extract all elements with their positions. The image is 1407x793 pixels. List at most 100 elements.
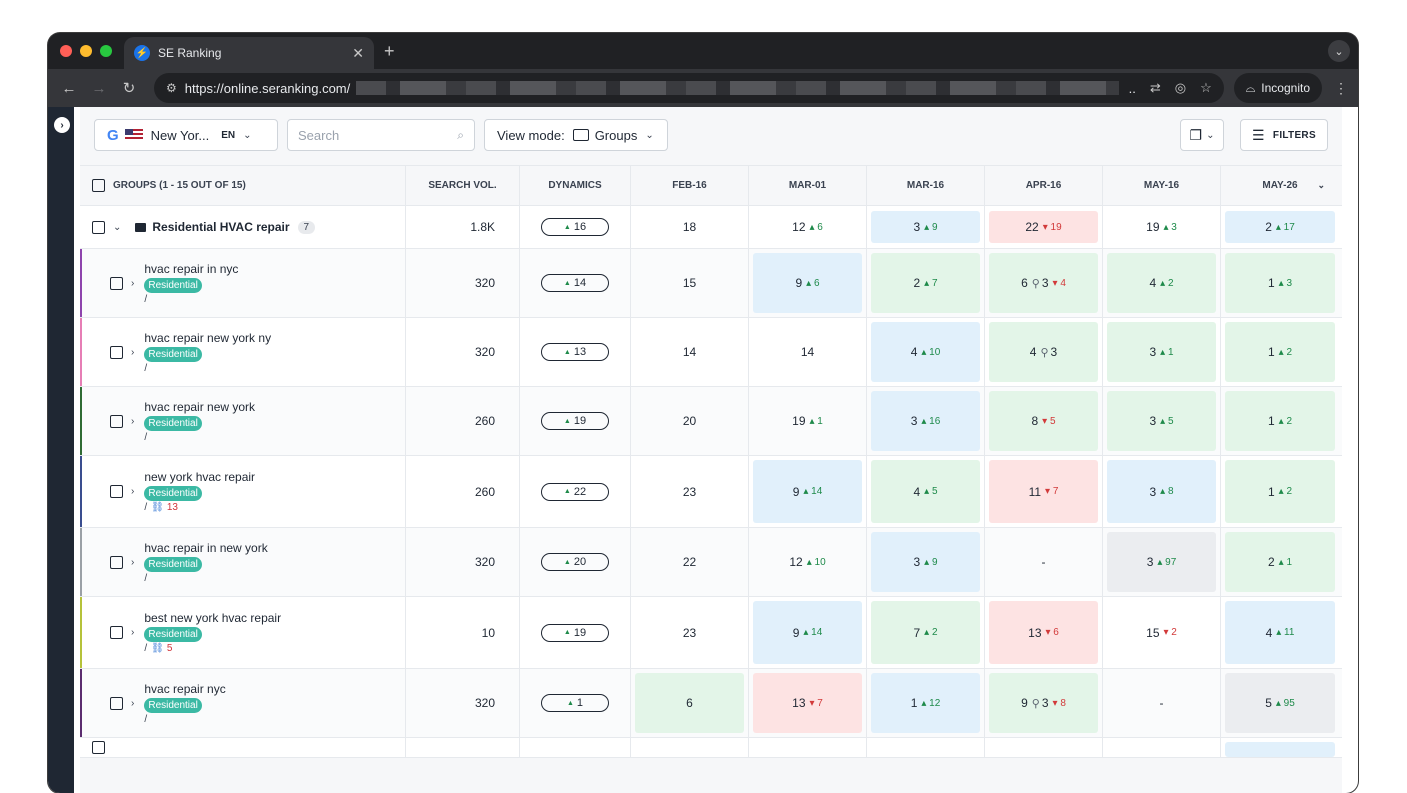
header-date[interactable]: MAR-16: [867, 166, 985, 205]
header-search-volume[interactable]: SEARCH VOL.: [406, 166, 520, 205]
table-row[interactable]: › hvac repair in nyc Residential/320 ▲ 14 15 9…: [80, 249, 1342, 318]
tag-badge[interactable]: Residential: [144, 627, 202, 642]
keyword-name[interactable]: new york hvac repair: [144, 470, 256, 484]
keyword-name[interactable]: hvac repair in new york: [144, 540, 268, 555]
keyword-name[interactable]: hvac repair new york: [144, 399, 256, 414]
dynamics-pill[interactable]: ▲ 19: [541, 412, 609, 430]
position-cell[interactable]: 22: [631, 528, 749, 596]
dynamics-pill[interactable]: ▲ 20: [541, 553, 609, 571]
dynamics-pill[interactable]: ▲ 1: [541, 694, 609, 712]
translate-icon[interactable]: ⇄: [1149, 80, 1161, 95]
position-cell[interactable]: 2 ▴ 1: [1221, 528, 1339, 596]
position-cell[interactable]: 9 ⚲ 3 ▾ 8: [985, 669, 1103, 737]
dynamics-pill[interactable]: ▲ 14: [541, 274, 609, 292]
site-settings-icon[interactable]: ⚙: [166, 81, 177, 95]
position-cell[interactable]: 14: [631, 318, 749, 386]
search-input[interactable]: Search ⌕: [287, 119, 475, 151]
forward-icon[interactable]: →: [91, 79, 107, 97]
keyword-name[interactable]: hvac repair nyc: [144, 681, 226, 696]
collapse-chevron-icon[interactable]: ⌄: [113, 221, 122, 233]
row-checkbox[interactable]: [110, 626, 123, 639]
position-cell[interactable]: 3 ▴ 97: [1103, 528, 1221, 596]
expand-chevron-icon[interactable]: ›: [131, 415, 135, 427]
chevron-down-icon[interactable]: ⌄: [1317, 180, 1325, 190]
filters-button[interactable]: ☰ FILTERS: [1240, 119, 1328, 151]
position-cell[interactable]: 3 ▴ 5: [1103, 387, 1221, 455]
position-cell[interactable]: 23: [631, 456, 749, 527]
tab-search-icon[interactable]: ⌄: [1328, 40, 1350, 62]
position-cell[interactable]: 4 ▴ 10: [867, 318, 985, 386]
dynamics-pill[interactable]: ▲ 19: [541, 623, 609, 642]
position-cell[interactable]: 3 ▴ 8: [1103, 456, 1221, 527]
header-date-last[interactable]: MAY-26 ⌄: [1221, 166, 1339, 205]
position-cell[interactable]: 4 ⚲ 3: [985, 318, 1103, 386]
position-cell[interactable]: 1 ▴ 3: [1221, 249, 1339, 317]
position-cell[interactable]: 4 ▴ 11: [1221, 597, 1339, 668]
position-cell[interactable]: 19 ▴ 1: [749, 387, 867, 455]
position-cell[interactable]: 6 ⚲ 3 ▾ 4: [985, 249, 1103, 317]
backlinks-count[interactable]: 5: [166, 643, 173, 654]
position-cell[interactable]: 15 ▾ 2: [1103, 597, 1221, 668]
position-cell[interactable]: 9 ▴ 14: [749, 597, 867, 668]
browser-menu-icon[interactable]: ⋮: [1334, 79, 1348, 96]
position-cell[interactable]: 20: [631, 387, 749, 455]
position-cell[interactable]: 1 ▴ 12: [867, 669, 985, 737]
position-cell[interactable]: 14: [749, 318, 867, 386]
position-cell[interactable]: 7 ▴ 2: [867, 597, 985, 668]
position-cell[interactable]: 4 ▴ 5: [867, 456, 985, 527]
expand-chevron-icon[interactable]: ›: [131, 486, 135, 497]
new-tab-icon[interactable]: +: [384, 41, 395, 61]
position-cell[interactable]: 19 ▴ 3: [1103, 206, 1221, 248]
address-bar[interactable]: ⚙ https://online.seranking.com/ .. ⇄ ◎ ☆: [154, 73, 1224, 103]
position-cell[interactable]: 9 ▴ 6: [749, 249, 867, 317]
position-cell[interactable]: 11 ▾ 7: [985, 456, 1103, 527]
position-cell[interactable]: 12 ▴ 10: [749, 528, 867, 596]
tag-badge[interactable]: Residential: [144, 556, 202, 572]
reload-icon[interactable]: ↻: [122, 80, 136, 97]
bookmark-star-icon[interactable]: ☆: [1200, 80, 1212, 95]
tag-badge[interactable]: Residential: [144, 346, 202, 362]
tag-badge[interactable]: Residential: [144, 415, 202, 431]
expand-chevron-icon[interactable]: ›: [131, 277, 135, 289]
tag-badge[interactable]: Residential: [144, 697, 202, 713]
tag-badge[interactable]: Residential: [144, 277, 202, 293]
position-cell[interactable]: 3 ▴ 9: [867, 206, 985, 248]
location-select[interactable]: G New Yor... EN ⌄: [94, 119, 278, 151]
header-date[interactable]: MAY-16: [1103, 166, 1221, 205]
row-checkbox[interactable]: [110, 345, 123, 359]
row-checkbox[interactable]: [110, 276, 123, 290]
table-row[interactable]: › hvac repair new york Residential/260 ▲ 19 2…: [80, 387, 1342, 456]
position-cell[interactable]: 8 ▾ 5: [985, 387, 1103, 455]
position-cell[interactable]: 22 ▾ 19: [985, 206, 1103, 248]
position-cell[interactable]: 9 ▴ 14: [749, 456, 867, 527]
position-cell[interactable]: -: [1103, 669, 1221, 737]
position-cell[interactable]: 1 ▴ 2: [1221, 318, 1339, 386]
expand-chevron-icon[interactable]: ›: [131, 697, 135, 709]
group-row[interactable]: ⌄ Residential HVAC repair 7 1.8K ▲ 16 18 …: [80, 206, 1342, 249]
expand-chevron-icon[interactable]: ›: [131, 346, 135, 358]
row-checkbox[interactable]: [110, 414, 123, 428]
table-row[interactable]: › hvac repair in new york Residential/320 ▲…: [80, 528, 1342, 597]
position-cell[interactable]: 2 ▴ 17: [1221, 206, 1339, 248]
tag-badge[interactable]: Residential: [144, 486, 202, 501]
table-row[interactable]: › hvac repair new york ny Residential/320 ▲…: [80, 318, 1342, 387]
keyword-name[interactable]: best new york hvac repair: [144, 611, 282, 625]
position-cell[interactable]: 3 ▴ 9: [867, 528, 985, 596]
select-all-checkbox[interactable]: [92, 179, 105, 192]
dynamics-pill[interactable]: ▲ 16: [541, 218, 609, 236]
row-checkbox[interactable]: [110, 696, 123, 710]
position-cell[interactable]: 12 ▴ 6: [749, 206, 867, 248]
position-cell[interactable]: 15: [631, 249, 749, 317]
table-row[interactable]: › new york hvac repair Residential / ⛓ 13 260 ▲…: [80, 456, 1342, 528]
position-cell[interactable]: 4 ▴ 2: [1103, 249, 1221, 317]
copy-menu-button[interactable]: ❐ ⌄: [1180, 119, 1224, 151]
position-cell[interactable]: 1 ▴ 2: [1221, 456, 1339, 527]
position-cell[interactable]: 5 ▴ 95: [1221, 669, 1339, 737]
position-cell[interactable]: -: [985, 528, 1103, 596]
close-window-button[interactable]: [60, 45, 72, 57]
position-cell[interactable]: 23: [631, 597, 749, 668]
minimize-window-button[interactable]: [80, 45, 92, 57]
backlinks-count[interactable]: 13: [166, 502, 178, 513]
position-cell[interactable]: 13 ▾ 6: [985, 597, 1103, 668]
dynamics-pill[interactable]: ▲ 13: [541, 343, 609, 361]
